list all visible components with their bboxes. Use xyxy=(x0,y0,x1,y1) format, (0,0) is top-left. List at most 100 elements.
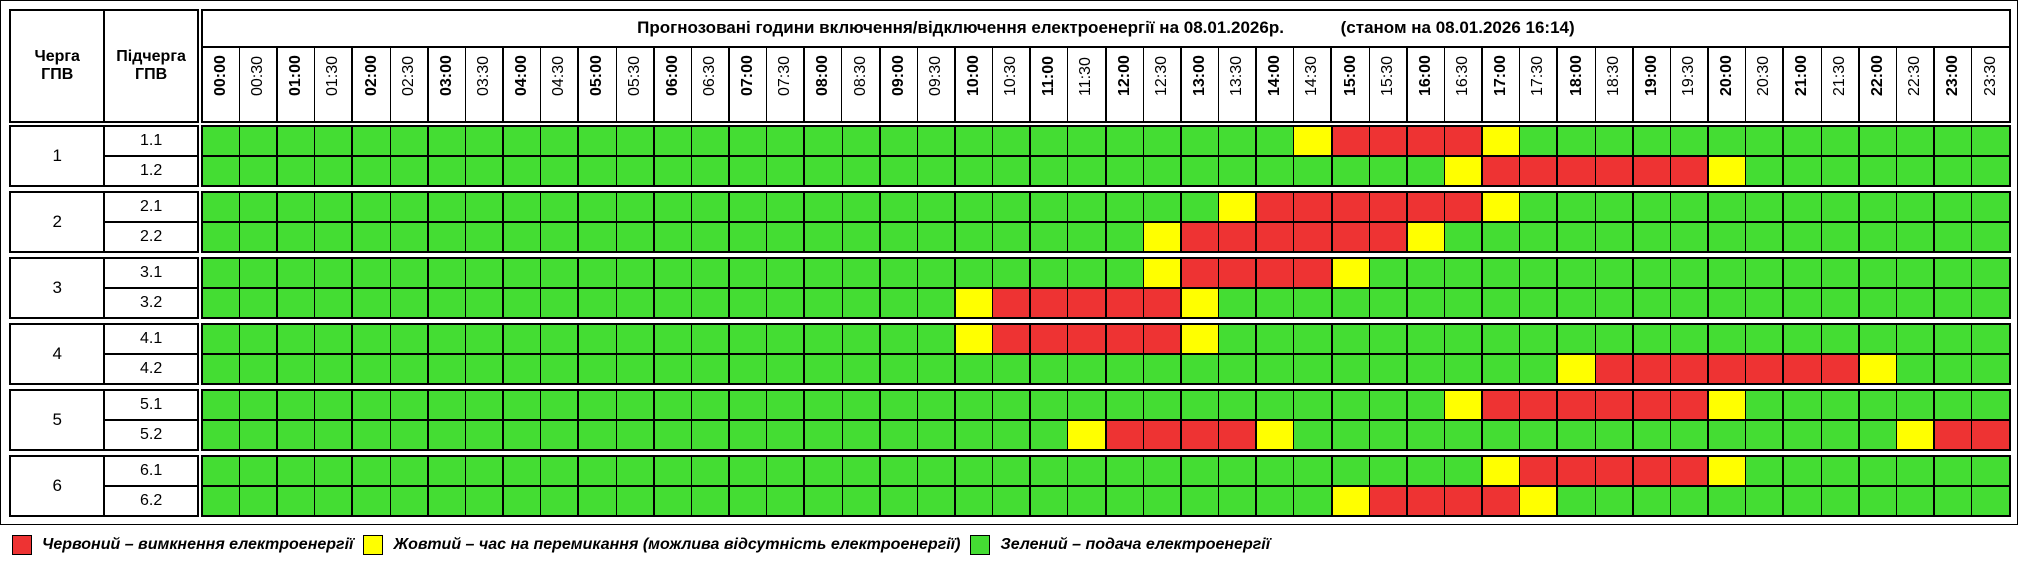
time-label: 12:30 xyxy=(1152,55,1170,96)
slot-green xyxy=(351,155,391,187)
slot-green xyxy=(1707,191,1747,223)
slot-green xyxy=(389,257,429,289)
slot-green xyxy=(615,455,655,487)
slot-green xyxy=(992,155,1032,187)
slot-yellow xyxy=(1179,323,1220,355)
time-label-cell: 10:30 xyxy=(992,45,1032,124)
time-label-cell: 06:00 xyxy=(652,45,692,124)
slot-green xyxy=(314,323,354,355)
slot-green xyxy=(1857,485,1897,517)
slot-green xyxy=(652,221,692,253)
subqueue-row-4.2: 4.2 xyxy=(10,353,2012,385)
subqueue-label: 5.1 xyxy=(103,389,199,421)
slot-green xyxy=(1519,125,1559,157)
slot-red xyxy=(1556,155,1596,187)
slot-green xyxy=(1556,221,1596,253)
slot-green xyxy=(916,389,956,421)
slot-green xyxy=(1293,323,1333,355)
time-label-cell: 19:30 xyxy=(1669,45,1710,124)
time-label: 23:00 xyxy=(1944,55,1962,96)
slot-green xyxy=(1556,287,1596,319)
slot-yellow xyxy=(1857,353,1897,385)
slot-green xyxy=(841,125,881,157)
time-label: 10:30 xyxy=(1002,55,1020,96)
legend: Червоний – вимкнення електроенергії Жовт… xyxy=(12,533,1280,557)
slot-green xyxy=(878,221,918,253)
queue-label: 2 xyxy=(8,191,106,253)
time-label-cell: 10:00 xyxy=(953,45,994,124)
slot-green xyxy=(502,257,542,289)
slot-green xyxy=(464,155,505,187)
slot-red xyxy=(1820,353,1860,385)
slot-green xyxy=(1594,485,1634,517)
slot-green xyxy=(1895,191,1936,223)
subqueue-label: 3.1 xyxy=(103,257,199,289)
time-label: 21:00 xyxy=(1793,55,1811,96)
slot-green xyxy=(276,287,316,319)
slot-green xyxy=(992,455,1032,487)
slot-green xyxy=(1669,485,1710,517)
slot-green xyxy=(1218,389,1258,421)
subqueue-label: 4.2 xyxy=(103,353,199,385)
slot-green xyxy=(1330,353,1370,385)
slot-green xyxy=(992,257,1032,289)
slot-red xyxy=(1218,419,1258,451)
time-label-cell: 12:30 xyxy=(1142,45,1182,124)
slot-green xyxy=(1669,191,1710,223)
time-label: 06:00 xyxy=(663,55,681,96)
slot-yellow xyxy=(1142,221,1182,253)
slot-yellow xyxy=(1481,455,1521,487)
slot-green xyxy=(803,191,843,223)
slot-green xyxy=(1933,287,1973,319)
slot-green xyxy=(1444,419,1484,451)
slot-green xyxy=(276,125,316,157)
yellow-swatch xyxy=(363,535,384,555)
slot-green xyxy=(1029,419,1069,451)
slot-green xyxy=(803,485,843,517)
slot-green xyxy=(953,419,994,451)
time-label: 01:30 xyxy=(324,55,342,96)
slot-green xyxy=(1895,455,1936,487)
slot-green xyxy=(1971,125,2012,157)
slot-green xyxy=(878,155,918,187)
slot-green xyxy=(916,419,956,451)
slot-green xyxy=(1368,455,1408,487)
slot-green xyxy=(1895,389,1936,421)
subqueue-header-label: Підчерга ГПВ xyxy=(116,48,186,83)
time-label: 19:30 xyxy=(1679,55,1697,96)
slot-green xyxy=(803,221,843,253)
slot-yellow xyxy=(953,323,994,355)
subqueue-label: 6.2 xyxy=(103,485,199,517)
slot-green xyxy=(652,485,692,517)
subqueue-label: 5.2 xyxy=(103,419,199,451)
slot-green xyxy=(766,155,806,187)
slot-green xyxy=(1029,389,1069,421)
slot-green xyxy=(1857,191,1897,223)
slot-red xyxy=(1444,485,1484,517)
slot-green xyxy=(1971,323,2012,355)
slot-green xyxy=(464,323,505,355)
slot-green xyxy=(1933,125,1973,157)
slot-green xyxy=(1933,191,1973,223)
slot-green xyxy=(916,455,956,487)
time-label-cell: 18:30 xyxy=(1594,45,1634,124)
slot-green xyxy=(389,221,429,253)
slot-green xyxy=(577,455,617,487)
slot-green xyxy=(200,191,240,223)
slot-green xyxy=(464,287,505,319)
slot-red xyxy=(1631,353,1671,385)
slot-green xyxy=(1707,221,1747,253)
slot-green xyxy=(1067,191,1107,223)
subqueue-row-4.1: 4 4.1 xyxy=(8,323,2012,385)
slot-green xyxy=(426,389,466,421)
slot-green xyxy=(1933,257,1973,289)
subqueue-label: 2.1 xyxy=(103,191,199,223)
slot-green xyxy=(540,323,580,355)
slot-green xyxy=(1142,353,1182,385)
slot-green xyxy=(1971,287,2012,319)
slot-yellow xyxy=(1405,221,1445,253)
slot-green xyxy=(1179,191,1220,223)
slot-green xyxy=(239,155,279,187)
slot-green xyxy=(615,257,655,289)
slot-red xyxy=(1368,221,1408,253)
